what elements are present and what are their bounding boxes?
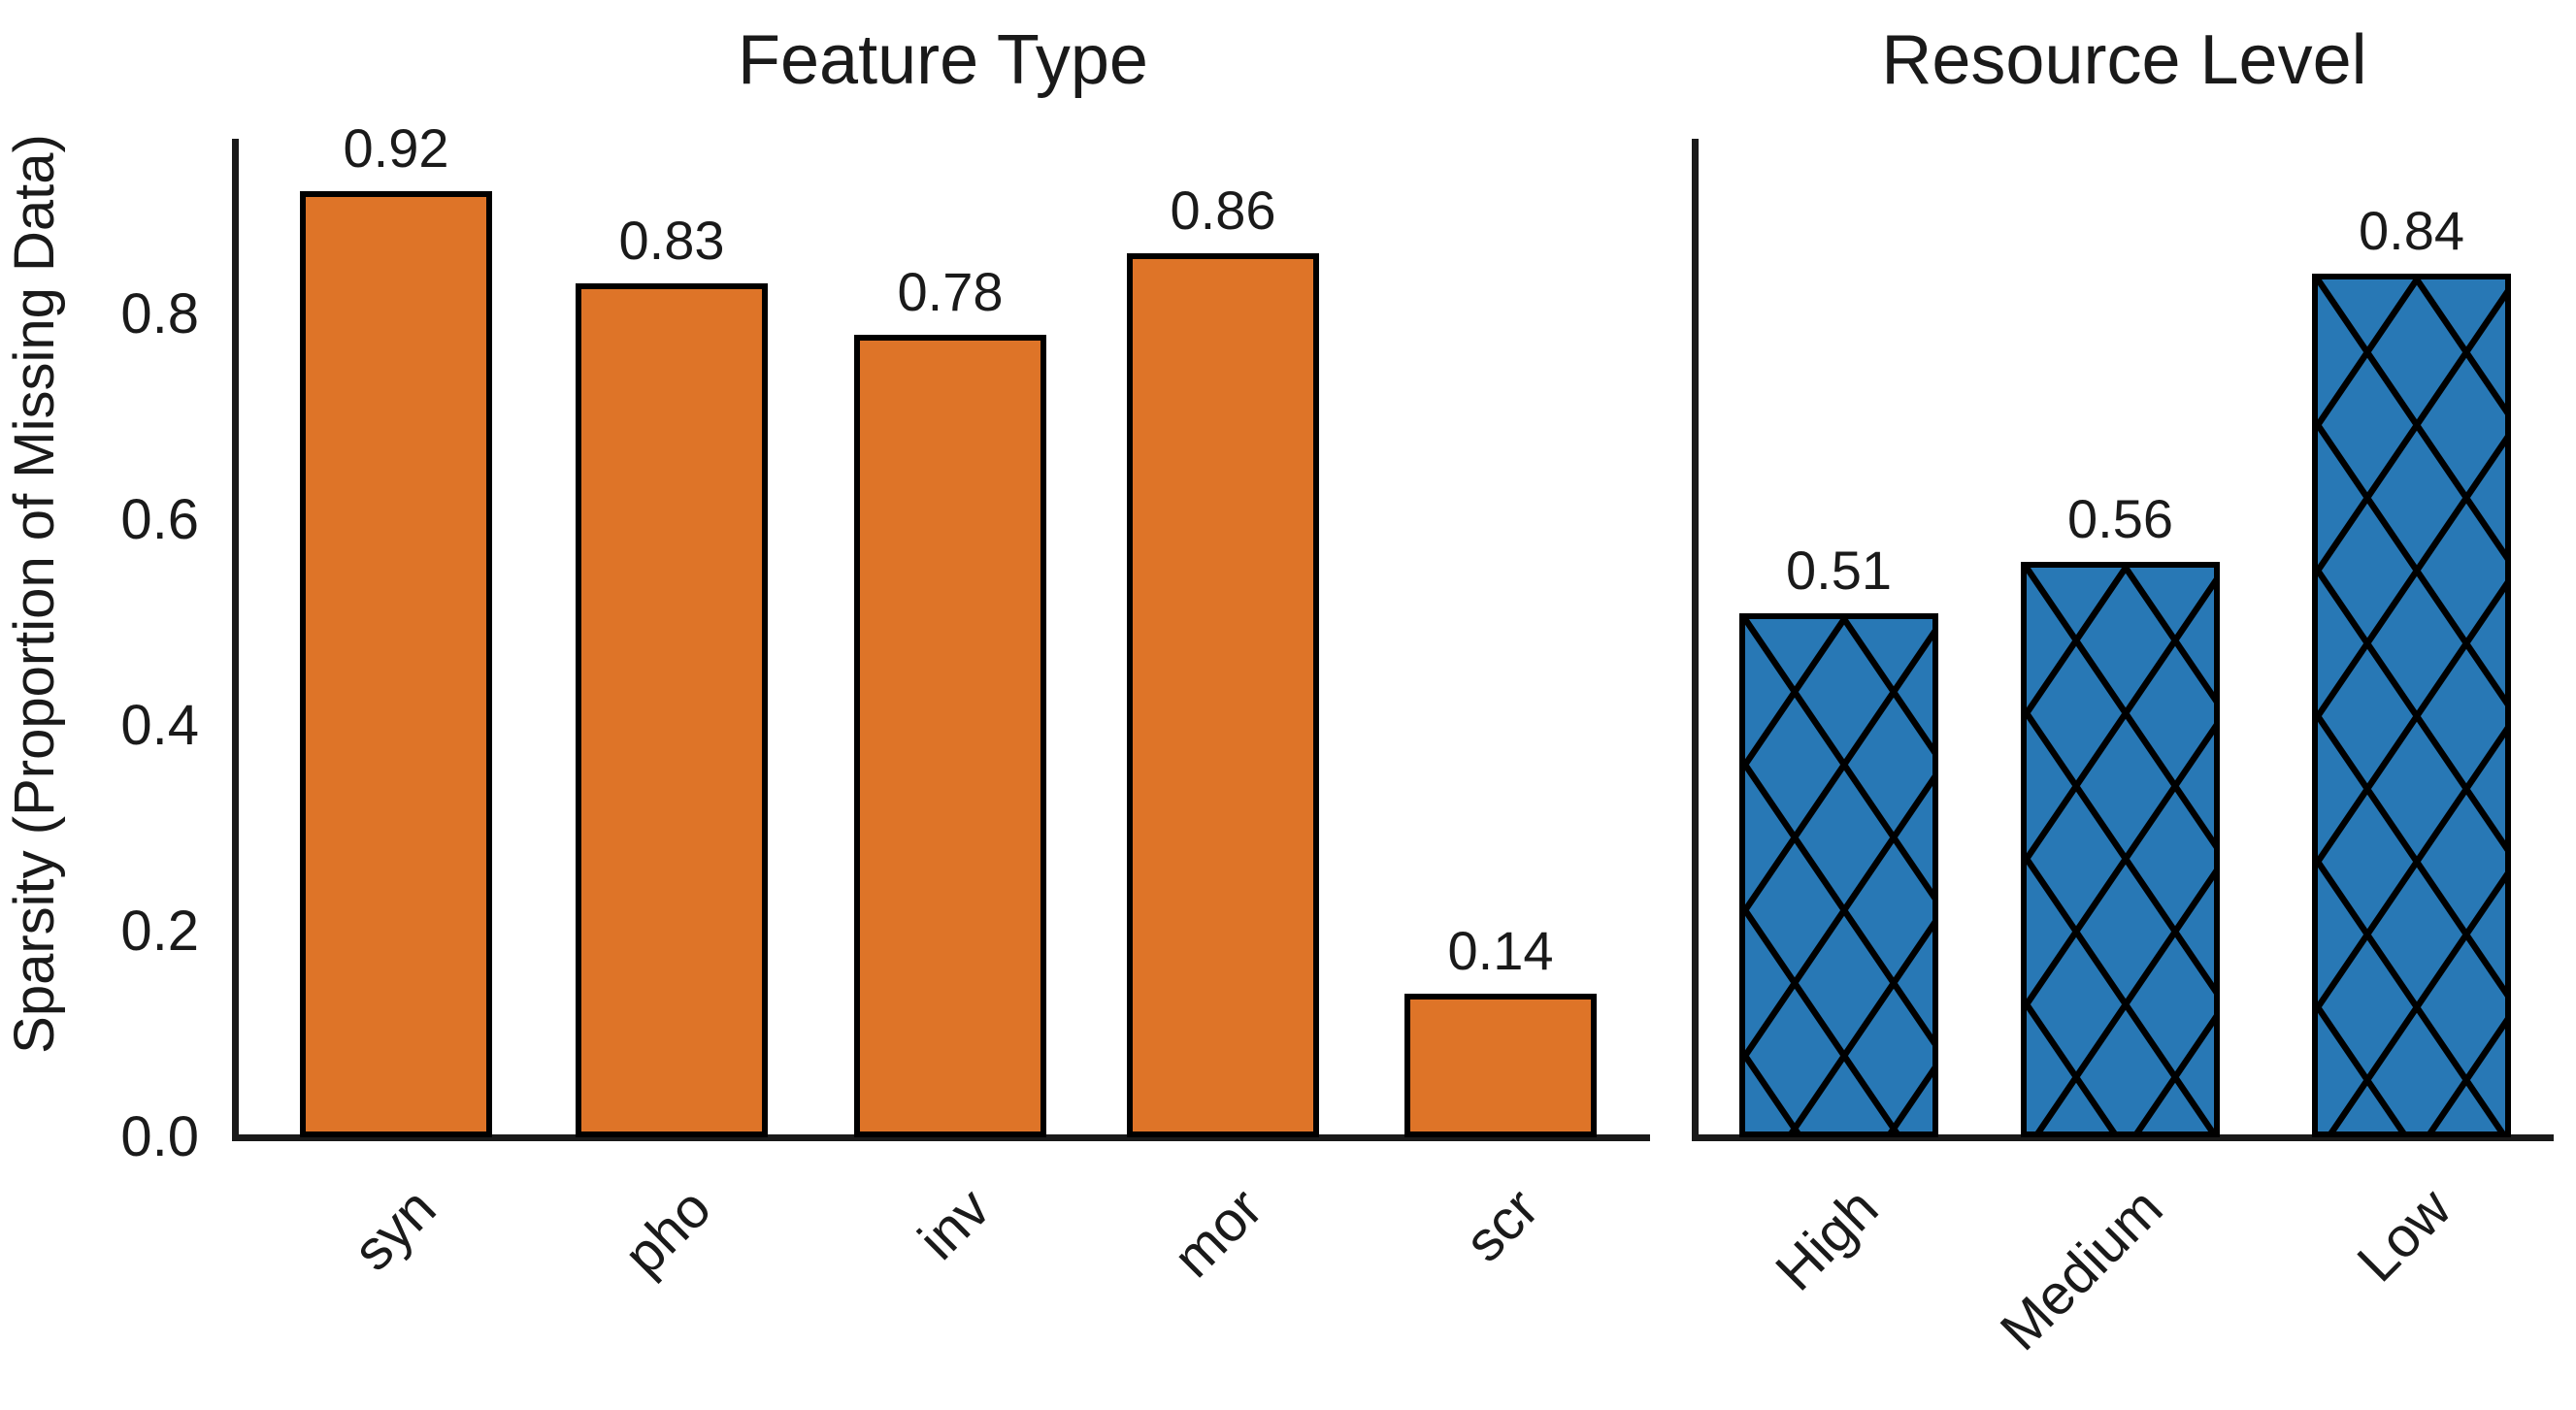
x-tick-syn: syn <box>341 1176 448 1283</box>
bar-value-label: 0.78 <box>897 261 1004 323</box>
bar-value-label: 0.51 <box>1786 539 1892 601</box>
y-axis-label: Sparsity (Proportion of Missing Data) <box>3 134 66 1054</box>
x-tick-low: Low <box>2344 1176 2463 1295</box>
panel-title-feature-type: Feature Type <box>738 21 1148 99</box>
crosshatch-fill <box>2318 279 2505 1131</box>
x-tick-pho: pho <box>611 1176 724 1288</box>
x-tick-high: High <box>1763 1176 1891 1303</box>
left-spine-panel1 <box>232 139 239 1141</box>
bar-medium: 0.56 <box>2021 491 2220 1137</box>
crosshatch-fill <box>2027 567 2214 1131</box>
x-tick-medium: Medium <box>1988 1176 2175 1363</box>
bar-value-label: 0.92 <box>343 117 449 180</box>
plot-area-feature-type: 0.92 0.83 0.78 0.86 0.14 <box>236 121 1650 1137</box>
bar-value-label: 0.84 <box>2359 199 2464 261</box>
bar-mor: 0.86 <box>1127 182 1319 1137</box>
y-tick-0.8: 0.8 <box>120 282 199 345</box>
bar-scr: 0.14 <box>1404 923 1597 1137</box>
bar-inv: 0.78 <box>854 265 1046 1137</box>
bar-value-label: 0.83 <box>618 210 725 272</box>
crosshatch-fill <box>1745 618 1932 1131</box>
bottom-spine-panel1 <box>232 1134 1650 1141</box>
bar-value-label: 0.14 <box>1447 919 1554 981</box>
bar-value-label: 0.56 <box>2067 487 2173 549</box>
panel-title-resource-level: Resource Level <box>1881 21 2367 99</box>
bar-high: 0.51 <box>1739 542 1938 1137</box>
x-tick-inv: inv <box>906 1176 1003 1272</box>
bar-value-label: 0.86 <box>1170 179 1276 241</box>
left-spine-panel2 <box>1692 139 1699 1141</box>
bar-low: 0.84 <box>2312 203 2511 1137</box>
y-tick-0.0: 0.0 <box>120 1105 199 1168</box>
x-tick-mor: mor <box>1161 1176 1275 1290</box>
bottom-spine-panel2 <box>1692 1134 2554 1141</box>
plot-area-resource-level: 0.51 0.56 0.84 <box>1695 139 2554 1137</box>
bar-pho: 0.83 <box>576 213 768 1137</box>
x-tick-scr: scr <box>1452 1176 1551 1274</box>
bar-syn: 0.92 <box>300 121 492 1137</box>
y-tick-0.4: 0.4 <box>120 694 199 757</box>
y-tick-0.2: 0.2 <box>120 900 199 963</box>
y-tick-0.6: 0.6 <box>120 488 199 551</box>
